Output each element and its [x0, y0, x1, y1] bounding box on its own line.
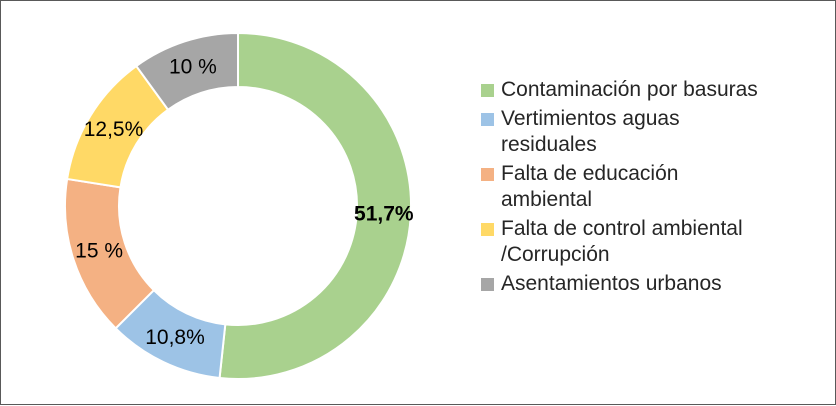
- legend-item-2: Vertimientos aguas residuales: [481, 106, 821, 158]
- legend-label: Falta de control ambiental /Corrupción: [501, 217, 743, 266]
- legend-swatch-icon: [481, 278, 494, 291]
- data-label-4: 12,5%: [84, 118, 144, 141]
- legend-label: Asentamientos urbanos: [501, 272, 722, 295]
- legend-label: Falta de educación ambiental: [501, 162, 679, 211]
- legend-label: Contaminación por basuras: [501, 78, 758, 101]
- donut-segment-5: [134, 31, 239, 112]
- legend-item-4: Falta de control ambiental /Corrupción: [481, 216, 821, 268]
- legend-label: Vertimientos aguas residuales: [501, 107, 680, 156]
- legend-swatch-icon: [481, 84, 494, 97]
- donut-chart: 51,7% 10,8% 15 % 12,5% 10 %: [64, 31, 414, 380]
- donut-segment-1: [218, 31, 413, 380]
- data-label-1: 51,7%: [354, 202, 414, 225]
- legend-item-1: Contaminación por basuras: [481, 77, 821, 103]
- legend-item-3: Falta de educación ambiental: [481, 161, 821, 213]
- data-label-2: 10,8%: [145, 326, 205, 349]
- legend-swatch-icon: [481, 223, 494, 236]
- chart-legend: Contaminación por basuras Vertimientos ag…: [481, 77, 821, 297]
- legend-item-5: Asentamientos urbanos: [481, 271, 821, 297]
- legend-swatch-icon: [481, 168, 494, 181]
- data-label-3: 15 %: [75, 240, 123, 263]
- legend-swatch-icon: [481, 113, 494, 126]
- data-label-5: 10 %: [169, 56, 217, 79]
